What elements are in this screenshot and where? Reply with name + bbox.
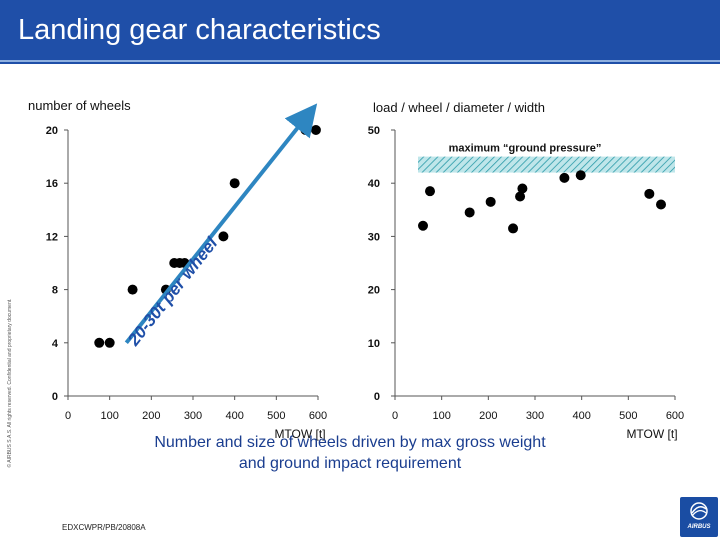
title-underline (0, 60, 720, 62)
y-tick-label: 0 (52, 391, 58, 403)
chart-title: load / wheel / diameter / width (373, 100, 545, 115)
page-title: Landing gear characteristics (18, 14, 381, 46)
x-tick-label: 100 (100, 410, 118, 422)
x-tick-label: 600 (666, 410, 684, 422)
data-point (485, 196, 496, 207)
y-tick-label: 20 (368, 285, 380, 297)
data-point (104, 337, 115, 348)
y-tick-label: 20 (46, 125, 58, 137)
y-tick-label: 40 (368, 178, 380, 190)
data-point (559, 172, 570, 183)
y-tick-label: 0 (374, 391, 380, 403)
data-point (656, 199, 666, 210)
data-point (425, 186, 435, 197)
y-tick-label: 8 (52, 285, 58, 297)
y-tick-label: 10 (368, 338, 380, 350)
x-tick-label: 600 (309, 410, 327, 422)
data-point (310, 125, 321, 135)
x-tick-label: 0 (65, 410, 71, 422)
y-tick-label: 4 (52, 338, 59, 350)
x-tick-label: 0 (392, 410, 398, 422)
data-point (517, 183, 528, 194)
x-tick-label: 200 (479, 410, 497, 422)
data-point (418, 220, 428, 231)
y-tick-label: 12 (46, 231, 58, 243)
data-point (300, 125, 311, 135)
x-tick-label: 500 (267, 410, 285, 422)
band-label: maximum “ground pressure” (449, 143, 602, 155)
data-point (127, 284, 138, 295)
x-tick-label: 400 (225, 410, 243, 422)
x-axis-label: MTOW [t] (626, 427, 677, 441)
caption-line: Number and size of wheels driven by max … (154, 434, 546, 451)
data-point (508, 223, 519, 234)
airbus-logo-icon (690, 502, 708, 520)
x-tick-label: 400 (572, 410, 590, 422)
x-tick-label: 200 (142, 410, 160, 422)
data-point (464, 207, 475, 218)
x-tick-label: 500 (619, 410, 637, 422)
data-point (575, 170, 586, 181)
trend-arrow-label: 20-30t per wheel (123, 233, 222, 350)
airbus-logo-text: AIRBUS (687, 524, 711, 530)
caption-line: and ground impact requirement (238, 455, 462, 472)
data-point (229, 178, 240, 189)
data-point (644, 188, 655, 199)
trend-arrow (124, 103, 318, 345)
y-tick-label: 30 (368, 231, 380, 243)
x-tick-label: 100 (432, 410, 450, 422)
x-axis-label: MTOW [t] (274, 427, 325, 441)
summary-caption: Number and size of wheels driven by max … (120, 432, 580, 474)
document-reference: EDXCWPR/PB/20808A (62, 523, 146, 532)
y-tick-label: 16 (46, 178, 58, 190)
title-bar: Landing gear characteristics (0, 0, 720, 64)
x-tick-label: 300 (526, 410, 544, 422)
airbus-logo: AIRBUS (680, 497, 718, 537)
data-point (94, 337, 105, 348)
ground-pressure-band (418, 156, 675, 173)
chart-title: number of wheels (28, 98, 131, 113)
data-point (218, 231, 229, 242)
y-tick-label: 50 (368, 125, 380, 137)
data-point (515, 191, 526, 202)
x-tick-label: 300 (184, 410, 202, 422)
